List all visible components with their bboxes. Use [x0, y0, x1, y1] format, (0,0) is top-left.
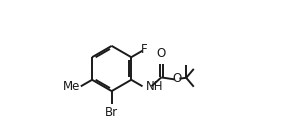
Text: F: F — [141, 43, 148, 56]
Text: Me: Me — [63, 80, 80, 93]
Text: O: O — [173, 72, 182, 85]
Text: NH: NH — [145, 80, 163, 93]
Text: O: O — [157, 47, 166, 60]
Text: Br: Br — [105, 106, 118, 119]
